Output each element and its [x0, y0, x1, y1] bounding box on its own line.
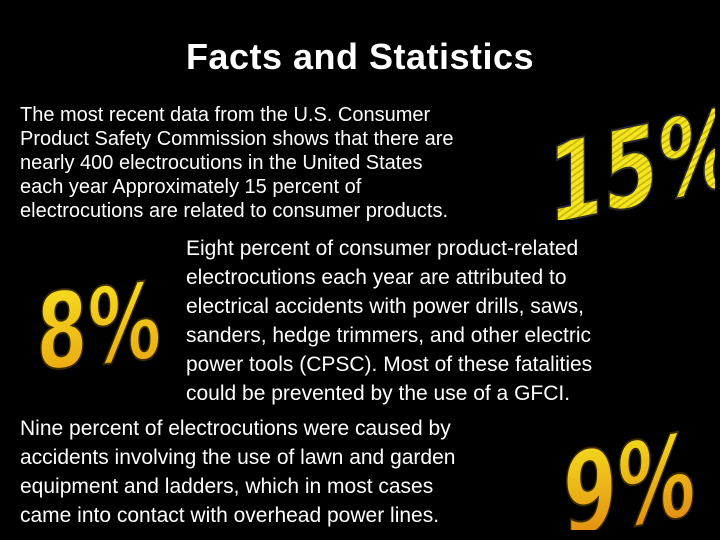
paragraph-15-percent: The most recent data from the U.S. Consu… [20, 103, 560, 223]
paragraph-line: each year Approximately 15 percent of [20, 176, 362, 198]
paragraph-line: Product Safety Commission shows that the… [20, 128, 454, 150]
paragraph-8-percent: Eight percent of consumer product-relate… [186, 234, 676, 408]
wordart-9-percent: 9% [562, 407, 696, 530]
paragraph-line: electrocutions are related to consumer p… [20, 200, 448, 222]
paragraph-line: accidents involving the use of lawn and … [20, 446, 456, 469]
paragraph-line: The most recent data from the U.S. Consu… [20, 104, 431, 126]
wordart-8-text: 8% [36, 261, 161, 375]
wordart-15-text: 15% [548, 82, 715, 220]
wordart-15-percent: 15% [547, 81, 715, 220]
paragraph-line: came into contact with overhead power li… [20, 504, 440, 527]
paragraph-9-percent: Nine percent of electrocutions were caus… [20, 414, 540, 530]
paragraph-line: electrocutions each year are attributed … [186, 266, 567, 289]
paragraph-line: Eight percent of consumer product-relate… [186, 237, 579, 260]
paragraph-line: sanders, hedge trimmers, and other elect… [186, 324, 592, 347]
paragraph-line: equipment and ladders, which in most cas… [20, 475, 434, 498]
paragraph-line: nearly 400 electrocutions in the United … [20, 152, 423, 174]
slide-title: Facts and Statistics [185, 36, 535, 77]
paragraph-line: power tools (CPSC). Most of these fatali… [186, 353, 593, 376]
wordart-8-percent: 8% [36, 260, 162, 375]
paragraph-line: Nine percent of electrocutions were caus… [20, 417, 451, 440]
paragraph-line: could be prevented by the use of a GFCI. [186, 382, 571, 405]
wordart-9-text: 9% [563, 408, 696, 530]
paragraph-line: electrical accidents with power drills, … [186, 295, 584, 318]
